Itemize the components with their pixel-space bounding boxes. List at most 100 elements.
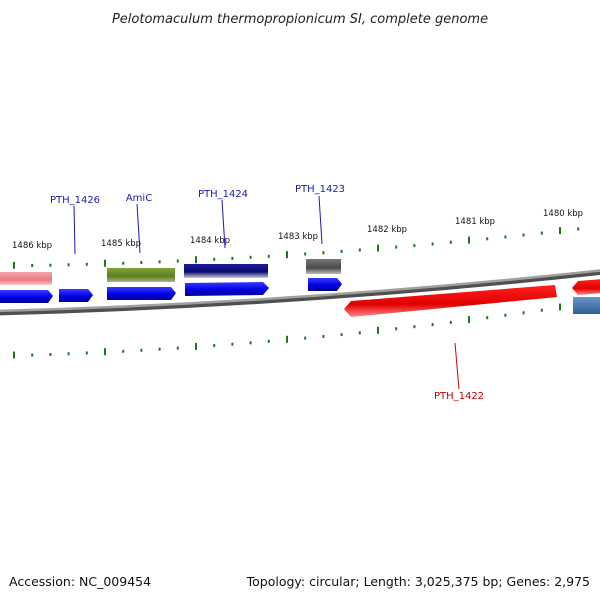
lower-scale-tick [122,349,125,353]
lower-scale-tick [267,339,270,343]
upper-scale-tick [340,249,343,253]
upper-scale-tick [304,252,307,256]
upper-scale-tick [559,227,561,235]
lower-scale-tick [231,342,234,346]
upper-scale-tick [577,227,580,231]
kbp-label-1484: 1484 kbp [190,236,230,246]
lower-scale-tick [340,333,343,337]
upper-scale-tick [140,261,143,264]
gene-bar-pth-1423[interactable] [306,259,341,274]
lower-scale-tick [158,347,161,351]
upper-scale-tick [85,262,88,266]
upper-scale-tick [231,256,234,260]
forward-strand-genes [0,278,342,303]
upper-scale-tick [540,231,543,235]
lower-scale-tick [31,353,34,357]
gene-bar-pth-1424[interactable] [184,264,268,278]
gene-arrow-pth-1423[interactable] [308,278,342,291]
genome-summary-text: Topology: circular; Length: 3,025,375 bp… [246,574,590,589]
page-title: Pelotomaculum thermopropionicum SI, comp… [112,12,488,27]
upper-scale-tick [522,233,525,237]
upper-scale-tick [486,237,489,241]
gene-bar-pink[interactable] [0,272,52,285]
upper-scale-tick [213,257,216,261]
upper-scale-tick [322,251,325,255]
kbp-label-1480: 1480 kbp [543,209,583,219]
gene-label-pth-1422[interactable]: PTH_1422 [434,391,484,402]
accession-text: Accession: NC_009454 [9,574,151,589]
genome-backbone-shadow [0,270,600,316]
kbp-label-1482: 1482 kbp [367,225,407,235]
gene-arrow-amic[interactable] [107,287,176,300]
upper-scale-tick [377,244,379,252]
lower-scale-tick [358,331,361,335]
lower-scale-tick [504,313,507,317]
lower-scale-tick [449,320,452,324]
lower-scale-tick [104,348,106,356]
lower-scale-tick [431,323,434,327]
lower-scale-tick [49,353,52,356]
gene-label-leaders [73,195,460,390]
leader-pth-1424 [221,199,226,249]
upper-scale-tick [468,236,470,244]
upper-scale-tick [104,259,106,267]
lower-scale-tick [13,351,15,359]
lower-scale-tick [486,316,489,320]
kbp-label-1486: 1486 kbp [12,241,52,251]
gene-bar-amic[interactable] [107,268,175,282]
gene-label-pth-1426[interactable]: PTH_1426 [50,195,100,206]
gene-arrow-pth-1422[interactable] [344,285,557,317]
gene-label-pth-1423[interactable]: PTH_1423 [295,184,345,195]
upper-scale-tick [67,263,70,267]
upper-scale-tick [49,263,52,267]
upper-scale-tick [13,261,15,269]
gene-label-pth-1424[interactable]: PTH_1424 [198,189,248,200]
kbp-label-1481: 1481 kbp [455,217,495,227]
kbp-label-1483: 1483 kbp [278,232,318,242]
gene-arrow-forward-1[interactable] [0,290,53,303]
upper-scale-tick [431,242,434,246]
upper-scale-tick [31,264,34,267]
upper-scale-tick [122,261,125,265]
leader-pth-1423 [318,195,323,245]
lower-scale-tick [286,335,288,343]
upper-scale-tick [249,255,252,259]
lower-scale-tick [395,327,398,331]
reverse-strand-genes [344,279,600,317]
upper-scale-tick [267,254,270,258]
lower-scale-tick [322,334,325,338]
gene-arrow-pth-1424[interactable] [185,282,269,296]
upper-scale-tick [195,256,197,264]
scale-ticks [13,227,580,359]
lower-scale-tick [249,341,252,345]
gene-arrow-reverse-right[interactable] [572,279,600,295]
lower-scale-tick [559,303,561,311]
upper-scale-tick [176,259,179,263]
lower-scale-tick [540,308,543,312]
scale-labels: 1486 kbp 1485 kbp 1484 kbp 1483 kbp 1482… [12,209,583,251]
lower-scale-tick [413,325,416,329]
upper-scale-tick [504,235,507,239]
lower-scale-tick [522,311,525,315]
upper-scale-tick [413,244,416,248]
lower-scale-tick [85,351,88,355]
lower-scale-tick [468,316,470,324]
lower-scale-tick [140,348,143,352]
lower-scale-tick [176,346,179,350]
upper-scale-tick [358,248,361,252]
kbp-label-1485: 1485 kbp [101,239,141,249]
gene-label-amic[interactable]: AmiC [126,193,152,204]
upper-scale-tick [395,245,398,249]
upper-scale-tick [158,260,161,264]
lower-scale-tick [304,336,307,340]
lower-scale-tick [377,326,379,334]
leader-amic [136,203,141,254]
lower-scale-tick [213,344,216,348]
leader-pth-1422 [454,342,460,390]
gene-labels: PTH_1426 AmiC PTH_1424 PTH_1423 PTH_1422 [50,184,484,402]
lower-scale-tick [67,352,70,356]
genome-backbone[interactable] [0,269,600,313]
gene-arrow-pth-1426[interactable] [59,289,93,302]
gene-bar-steel[interactable] [573,297,600,314]
